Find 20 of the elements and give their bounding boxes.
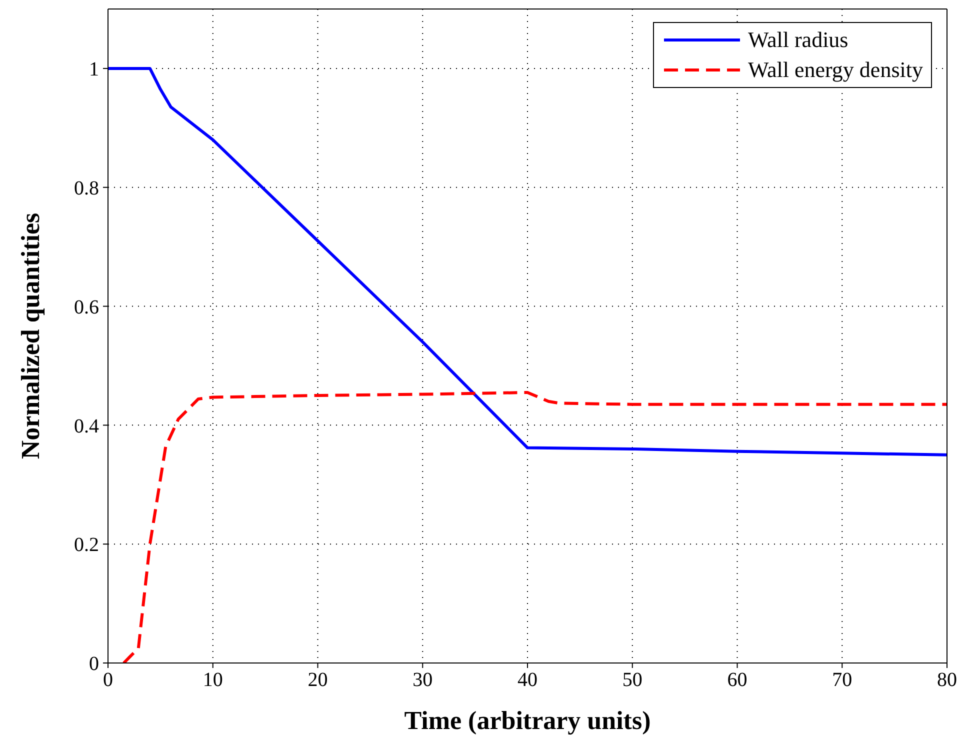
y-tick-label: 0.6 xyxy=(74,296,99,318)
y-tick-label: 0 xyxy=(89,653,99,676)
y-axis-title: Normalized quantities xyxy=(16,212,46,460)
line-series xyxy=(122,390,947,663)
x-tick-label: 70 xyxy=(832,669,852,692)
x-tick-label: 0 xyxy=(103,669,113,692)
x-tick-label: 20 xyxy=(308,669,328,692)
x-tick-label: 30 xyxy=(412,669,433,692)
legend-label: Wall radius xyxy=(748,26,848,54)
y-tick-label: 1 xyxy=(89,58,99,81)
legend-label: Wall energy density xyxy=(748,56,923,84)
x-tick-label: 40 xyxy=(518,669,538,692)
y-tick-label: 0.4 xyxy=(74,415,99,438)
x-axis-title: Time (arbitrary units) xyxy=(404,706,651,735)
y-tick-label: 0.8 xyxy=(74,177,99,200)
y-tick-label: 0.2 xyxy=(74,534,99,556)
x-tick-label: 50 xyxy=(622,669,642,692)
x-tick-label: 80 xyxy=(937,669,957,692)
x-tick-label: 10 xyxy=(202,669,223,692)
x-tick-label: 60 xyxy=(727,669,748,692)
